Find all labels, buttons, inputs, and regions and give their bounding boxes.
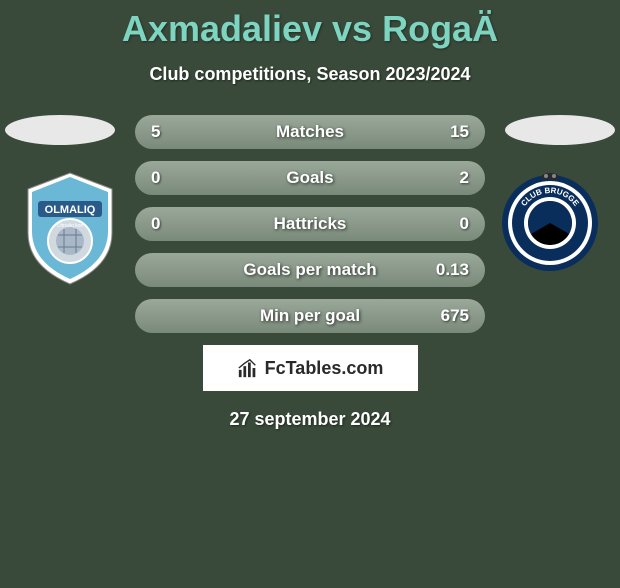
stat-value-left: 0 — [151, 168, 191, 188]
comparison-subtitle: Club competitions, Season 2023/2024 — [0, 64, 620, 85]
stat-label: Hattricks — [274, 214, 347, 234]
stat-row: Goals per match 0.13 — [135, 253, 485, 287]
brand-box: FcTables.com — [203, 345, 418, 391]
stat-value-right: 0 — [429, 214, 469, 234]
stat-label: Goals — [286, 168, 333, 188]
stat-value-right: 0.13 — [429, 260, 469, 280]
stat-value-right: 675 — [429, 306, 469, 326]
club-logo-right: CLUB BRUGGE — [500, 171, 600, 271]
stat-label: Goals per match — [243, 260, 376, 280]
comparison-title: Axmadaliev vs RogaÄ — [0, 8, 620, 50]
stat-row: 5 Matches 15 — [135, 115, 485, 149]
brand-text: FcTables.com — [265, 358, 384, 379]
stat-label: Min per goal — [260, 306, 360, 326]
olmaliq-badge-icon: OLMALIQ Olmaliq kon — [20, 171, 120, 286]
player-avatar-left — [5, 115, 115, 145]
svg-text:Olmaliq kon: Olmaliq kon — [57, 223, 84, 229]
chart-icon — [237, 357, 259, 379]
stat-value-left: 0 — [151, 214, 191, 234]
club-logo-left: OLMALIQ Olmaliq kon — [20, 171, 120, 286]
stats-area: OLMALIQ Olmaliq kon CLUB BRUGGE 5 — [0, 115, 620, 430]
player-avatar-right — [505, 115, 615, 145]
club-brugge-badge-icon: CLUB BRUGGE — [500, 171, 600, 271]
svg-text:OLMALIQ: OLMALIQ — [45, 204, 96, 216]
stat-label: Matches — [276, 122, 344, 142]
stat-row: 0 Goals 2 — [135, 161, 485, 195]
stat-row: Min per goal 675 — [135, 299, 485, 333]
stat-value-right: 2 — [429, 168, 469, 188]
comparison-date: 27 september 2024 — [0, 409, 620, 430]
stat-value-right: 15 — [429, 122, 469, 142]
stat-value-left: 5 — [151, 122, 191, 142]
stat-row: 0 Hattricks 0 — [135, 207, 485, 241]
